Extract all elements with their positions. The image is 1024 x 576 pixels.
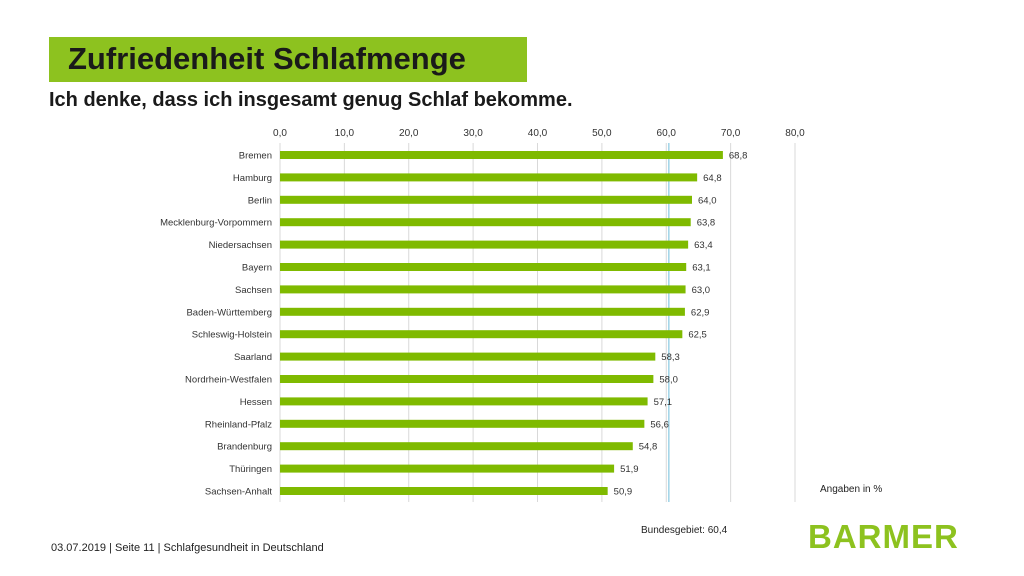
x-tick-label: 80,0 — [785, 128, 805, 139]
category-label: Thüringen — [229, 464, 272, 475]
page-subtitle: Ich denke, dass ich insgesamt genug Schl… — [49, 89, 573, 111]
data-label: 62,5 — [688, 330, 707, 341]
category-label: Sachsen-Anhalt — [205, 487, 272, 498]
reference-line-label: Bundesgebiet: 60,4 — [641, 525, 728, 536]
bar — [280, 375, 654, 383]
data-label: 68,8 — [729, 151, 748, 162]
bar — [280, 173, 698, 182]
category-label: Sachsen — [235, 285, 272, 296]
bar — [280, 397, 648, 406]
bar — [280, 285, 686, 294]
x-tick-label: 0,0 — [273, 128, 287, 139]
category-label: Saarland — [234, 352, 272, 363]
x-tick-label: 10,0 — [335, 128, 355, 139]
title-banner — [49, 37, 527, 82]
category-label: Mecklenburg-Vorpommern — [160, 218, 272, 229]
data-label: 63,8 — [697, 218, 716, 229]
data-label: 54,8 — [639, 442, 658, 453]
data-label: 63,4 — [694, 240, 713, 251]
data-label: 64,0 — [698, 195, 717, 206]
x-tick-label: 70,0 — [721, 128, 741, 139]
data-label: 51,9 — [620, 464, 639, 475]
data-label: 58,3 — [661, 352, 680, 363]
category-label: Berlin — [248, 195, 272, 206]
bar — [280, 419, 645, 428]
category-label: Rheinland-Pfalz — [205, 419, 272, 430]
data-label: 62,9 — [691, 307, 710, 318]
bar — [280, 442, 633, 451]
bar — [280, 218, 691, 227]
x-tick-label: 20,0 — [399, 128, 419, 139]
data-label: 64,8 — [703, 173, 722, 184]
category-label: Schleswig-Holstein — [192, 330, 272, 341]
data-label: 63,0 — [692, 285, 711, 296]
category-label: Bremen — [239, 151, 272, 162]
footer-text: 03.07.2019 | Seite 11 | Schlafgesundheit… — [51, 542, 324, 554]
data-label: 63,1 — [692, 263, 711, 274]
x-tick-label: 50,0 — [592, 128, 612, 139]
category-label: Nordrhein-Westfalen — [185, 375, 272, 386]
bar — [280, 464, 615, 473]
barmer-logo: BARMER — [808, 518, 959, 555]
bar — [280, 263, 687, 271]
bar — [280, 487, 608, 495]
x-tick-label: 60,0 — [657, 128, 677, 139]
unit-note: Angaben in % — [820, 484, 883, 495]
data-label: 50,9 — [614, 487, 633, 498]
bar — [280, 307, 685, 316]
category-label: Bayern — [242, 263, 272, 274]
data-label: 57,1 — [654, 397, 673, 408]
page-title: Zufriedenheit Schlafmenge — [68, 41, 466, 76]
bar — [280, 240, 689, 249]
category-label: Hessen — [240, 397, 272, 408]
x-tick-label: 30,0 — [463, 128, 483, 139]
bar — [280, 151, 723, 159]
data-label: 56,6 — [650, 419, 669, 430]
x-tick-label: 40,0 — [528, 128, 548, 139]
category-label: Brandenburg — [217, 442, 272, 453]
bar — [280, 352, 656, 361]
category-label: Niedersachsen — [209, 240, 272, 251]
category-label: Baden-Württemberg — [186, 307, 272, 318]
bar — [280, 195, 692, 204]
data-label: 58,0 — [659, 375, 678, 386]
category-label: Hamburg — [233, 173, 272, 184]
bar — [280, 330, 683, 339]
